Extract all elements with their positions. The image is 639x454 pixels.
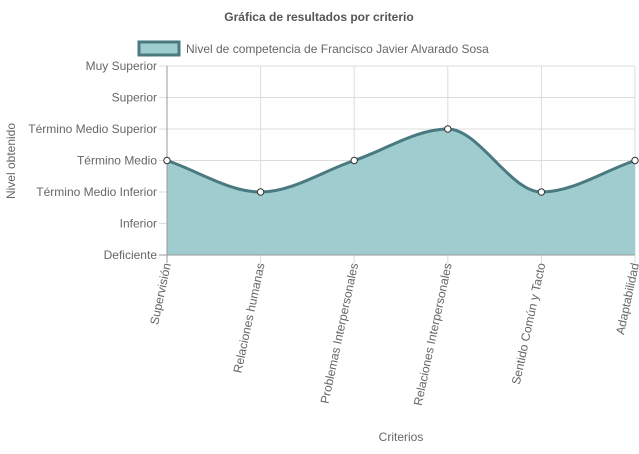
data-point[interactable] xyxy=(163,156,171,165)
x-tick-label: Relaciones Interpersonales xyxy=(411,262,455,407)
x-tick-label: Supervisión xyxy=(147,262,174,326)
legend[interactable]: Nivel de competencia de Francisco Javier… xyxy=(137,40,489,57)
y-tick-label: Término Medio Superior xyxy=(28,122,157,136)
data-point[interactable] xyxy=(256,188,265,196)
data-point[interactable] xyxy=(631,156,639,165)
area-layer xyxy=(166,127,636,255)
y-tick-label: Término Medio xyxy=(77,154,157,168)
data-point[interactable] xyxy=(350,156,358,165)
y-axis-title: Nivel obtenido xyxy=(4,123,18,199)
y-tick-label: Deficiente xyxy=(104,248,158,262)
data-point[interactable] xyxy=(537,188,546,196)
series-area xyxy=(167,129,635,255)
x-tick-label: Sentido Común y Tacto xyxy=(509,261,549,385)
chart-title: Gráfica de resultados por criterio xyxy=(224,10,413,24)
x-tick-label: Adaptabilidad xyxy=(613,262,639,336)
y-tick-label: Término Medio Inferior xyxy=(36,185,157,199)
x-tick-label: Problemas Interpersonales xyxy=(318,262,362,405)
legend-label: Nivel de competencia de Francisco Javier… xyxy=(186,42,489,56)
y-tick-label: Superior xyxy=(112,91,157,105)
y-tick-label: Inferior xyxy=(120,217,157,231)
data-point[interactable] xyxy=(444,125,452,133)
x-tick-labels: Supervisión Relaciones humanas Problemas I… xyxy=(147,261,639,406)
legend-swatch xyxy=(137,40,181,57)
series-line xyxy=(166,127,636,194)
points-layer xyxy=(163,125,639,196)
y-tick-label: Muy Superior xyxy=(86,59,157,73)
x-axis-title: Criterios xyxy=(379,430,424,444)
x-tick-label: Relaciones humanas xyxy=(231,262,268,375)
y-tick-labels: Deficiente Inferior Término Medio Inferior… xyxy=(28,59,157,262)
